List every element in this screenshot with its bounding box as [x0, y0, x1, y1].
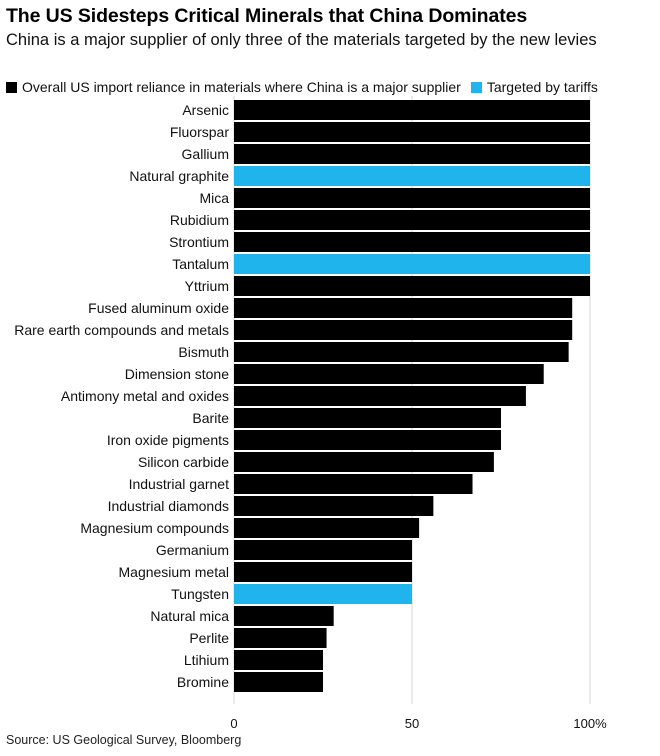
legend-swatch-overall: [6, 81, 17, 93]
bar-26: [234, 650, 323, 670]
bar-27: [234, 672, 323, 692]
category-label-5: Mica: [199, 190, 229, 206]
category-label-12: Bismuth: [178, 344, 229, 360]
bar-chart: 0 50 100% Arsenic Fluorspar Gallium Natural gr…: [14, 96, 607, 728]
chart-title: The US Sidesteps Critical Minerals that …: [6, 5, 528, 27]
category-label-19: Industrial diamonds: [108, 498, 229, 514]
legend-label-targeted: Targeted by tariffs: [486, 79, 598, 95]
bar-3: [234, 144, 590, 164]
category-label-21: Germanium: [156, 542, 229, 558]
bar-22: [234, 562, 412, 582]
category-label-4: Natural graphite: [129, 168, 229, 184]
category-label-23: Tungsten: [171, 586, 229, 602]
bar-23: [234, 584, 412, 604]
category-label-11: Rare earth compounds and metals: [14, 322, 229, 338]
bar-2: [234, 122, 590, 142]
category-label-15: Barite: [192, 410, 229, 426]
category-label-20: Magnesium compounds: [80, 520, 229, 536]
legend: Overall US import reliance in materials …: [6, 78, 608, 96]
x-tick-label-0: 0: [230, 716, 237, 728]
category-label-22: Magnesium metal: [119, 564, 230, 580]
bar-24: [234, 606, 334, 626]
bar-17: [234, 452, 494, 472]
x-tick-label-50: 50: [405, 716, 419, 728]
category-label-7: Strontium: [169, 234, 229, 250]
x-tick-label-100: 100%: [573, 716, 607, 728]
bar-6: [234, 210, 590, 230]
legend-label-overall: Overall US import reliance in materials …: [22, 79, 461, 95]
category-label-27: Bromine: [177, 674, 229, 690]
category-label-8: Tantalum: [172, 256, 229, 272]
category-label-10: Fused aluminum oxide: [88, 300, 229, 316]
bar-18: [234, 474, 473, 494]
category-label-3: Gallium: [182, 146, 229, 162]
legend-swatch-targeted: [470, 81, 482, 93]
category-label-1: Arsenic: [182, 102, 229, 118]
category-label-17: Silicon carbide: [138, 454, 229, 470]
category-label-14: Antimony metal and oxides: [61, 388, 229, 404]
bar-19: [234, 496, 434, 516]
chart-subtitle: China is a major supplier of only three …: [6, 31, 597, 49]
legend-item-targeted: Targeted by tariffs: [470, 79, 598, 95]
bar-4: [234, 166, 590, 186]
bar-15: [234, 408, 501, 428]
bar-10: [234, 298, 573, 318]
category-label-2: Fluorspar: [170, 124, 229, 140]
bar-14: [234, 386, 526, 406]
bar-20: [234, 518, 420, 538]
bar-11: [234, 320, 573, 340]
category-label-13: Dimension stone: [125, 366, 229, 382]
bar-16: [234, 430, 501, 450]
bar-13: [234, 364, 544, 384]
bar-5: [234, 188, 590, 208]
bar-9: [234, 276, 590, 296]
bar-12: [234, 342, 569, 362]
category-label-16: Iron oxide pigments: [107, 432, 229, 448]
category-label-18: Industrial garnet: [129, 476, 230, 492]
bar-25: [234, 628, 327, 648]
bar-8: [234, 254, 590, 274]
bar-1: [234, 100, 590, 120]
bar-7: [234, 232, 590, 252]
category-label-24: Natural mica: [150, 608, 229, 624]
legend-item-overall: Overall US import reliance in materials …: [6, 79, 461, 95]
category-label-9: Yttrium: [185, 278, 229, 294]
category-label-25: Perlite: [189, 630, 229, 646]
category-label-26: Ltihium: [184, 652, 229, 668]
bar-21: [234, 540, 412, 560]
category-label-6: Rubidium: [170, 212, 229, 228]
source-note: Source: US Geological Survey, Bloomberg: [6, 733, 242, 747]
